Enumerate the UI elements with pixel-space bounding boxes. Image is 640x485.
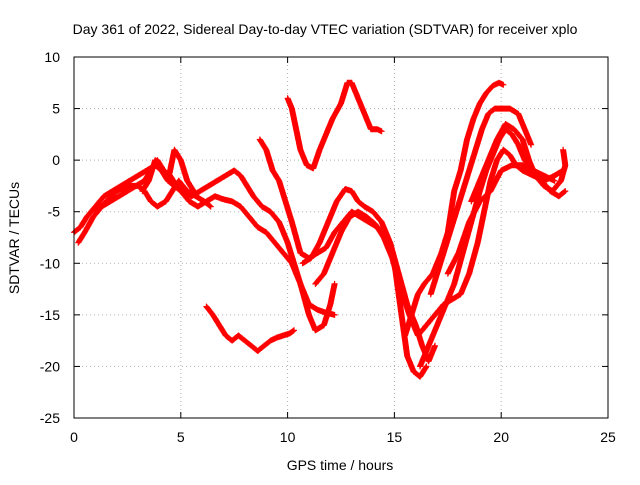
series-track-14 [444,162,558,277]
axis-ticks: 0 5 10 15 20 25 -25 -20 -15 -10 -5 0 5 10 [40,49,616,445]
data-point-markers [92,177,214,215]
series-track-5 [256,136,430,380]
x-tick-label: 5 [177,429,185,445]
data-point-markers [139,146,197,195]
series-track-6 [284,79,385,172]
y-tick-label: -20 [40,358,60,374]
y-tick-label: -25 [40,410,60,426]
series-track-4 [139,146,197,195]
data-point-markers [312,146,567,339]
data-point-markers [417,126,569,370]
plot-border [73,56,609,419]
y-tick-label: 10 [44,49,60,65]
y-tick-label: -15 [40,307,60,323]
series-track-12 [417,126,569,370]
y-tick-label: -10 [40,255,60,271]
series-track-8 [312,146,567,339]
grid [74,57,608,418]
data-point-markers [468,121,569,205]
y-tick-label: 5 [52,101,60,117]
x-tick-label: 15 [387,429,403,445]
data-point-markers [444,162,558,277]
y-tick-label: 0 [52,152,60,168]
series-track-3 [92,177,214,215]
series-track-13 [468,121,569,205]
chart-title: Day 361 of 2022, Sidereal Day-to-day VTE… [73,21,578,37]
data-point-markers [427,105,535,298]
y-tick-label: -5 [48,204,61,220]
data-point-markers [284,79,385,172]
x-tick-label: 25 [600,429,616,445]
x-tick-label: 0 [70,429,78,445]
x-tick-label: 20 [493,429,509,445]
data-point-markers [203,303,297,354]
x-axis-label: GPS time / hours [287,457,394,473]
y-axis-label: SDTVAR / TECUs [6,182,22,294]
data-point-markers [256,136,430,380]
x-tick-label: 10 [280,429,296,445]
data-points [71,79,569,380]
series-track-9 [203,303,297,354]
series-track-11 [427,105,535,298]
